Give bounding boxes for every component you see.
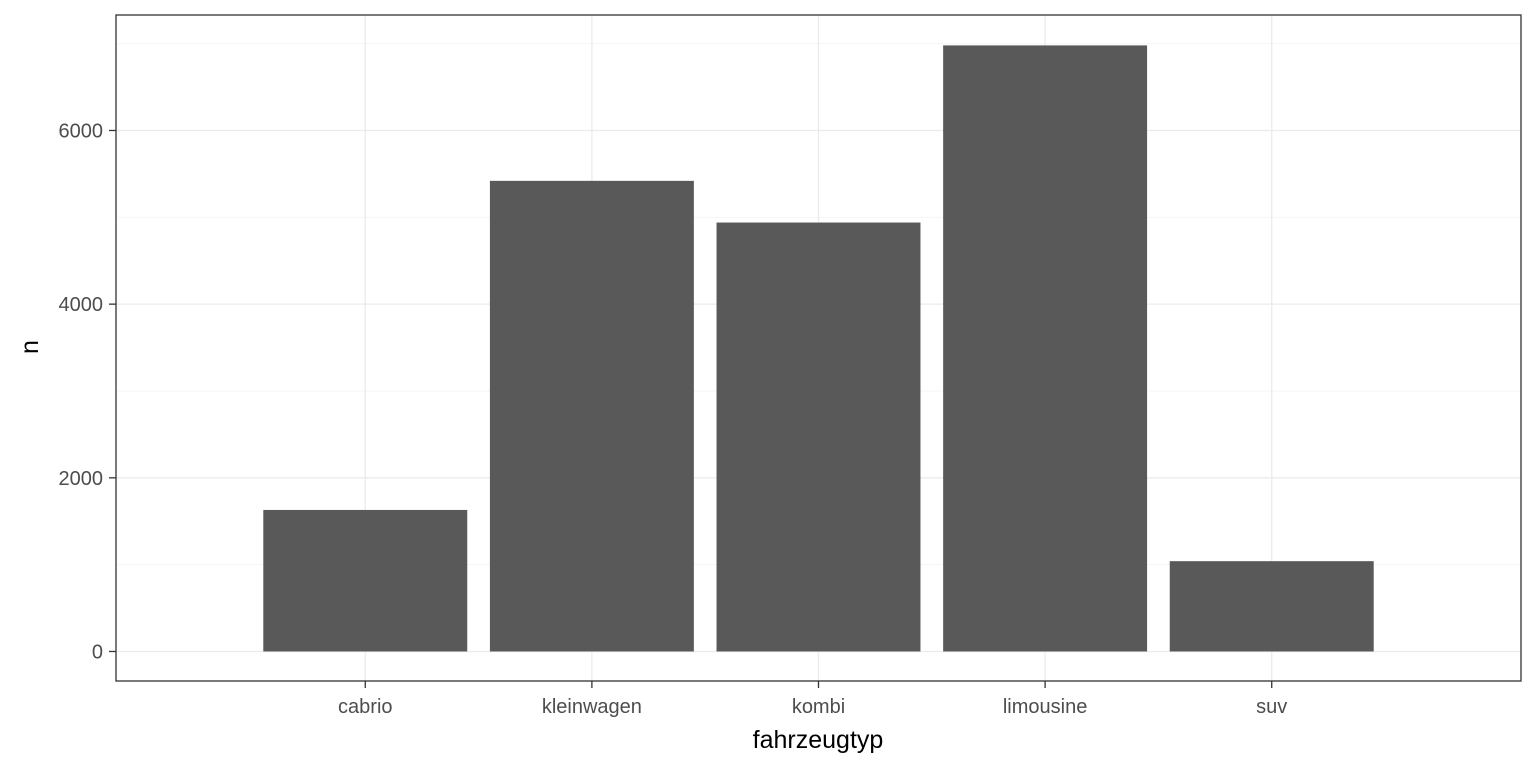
bar-suv xyxy=(1169,561,1374,652)
x-tick-label-kombi: kombi xyxy=(792,696,845,718)
y-tick-label: 4000 xyxy=(59,294,104,316)
x-tick-label-suv: suv xyxy=(1256,696,1287,718)
y-tick-label: 0 xyxy=(92,641,103,663)
bar-kleinwagen xyxy=(489,180,694,652)
bar-cabrio xyxy=(263,509,468,652)
x-axis-ticks: cabrio kleinwagen kombi limousine suv xyxy=(338,681,1287,718)
y-axis-ticks: 0 2000 4000 6000 xyxy=(59,120,116,663)
x-tick-label-kleinwagen: kleinwagen xyxy=(542,696,642,718)
x-tick-label-limousine: limousine xyxy=(1003,696,1087,718)
bar-limousine xyxy=(943,45,1148,652)
y-axis-title: n xyxy=(16,340,44,354)
bar-kombi xyxy=(716,222,921,652)
y-tick-label: 6000 xyxy=(59,120,104,142)
x-axis-title: fahrzeugtyp xyxy=(753,726,884,754)
x-tick-label-cabrio: cabrio xyxy=(338,696,392,718)
bars xyxy=(263,45,1374,652)
y-tick-label: 2000 xyxy=(59,468,104,490)
